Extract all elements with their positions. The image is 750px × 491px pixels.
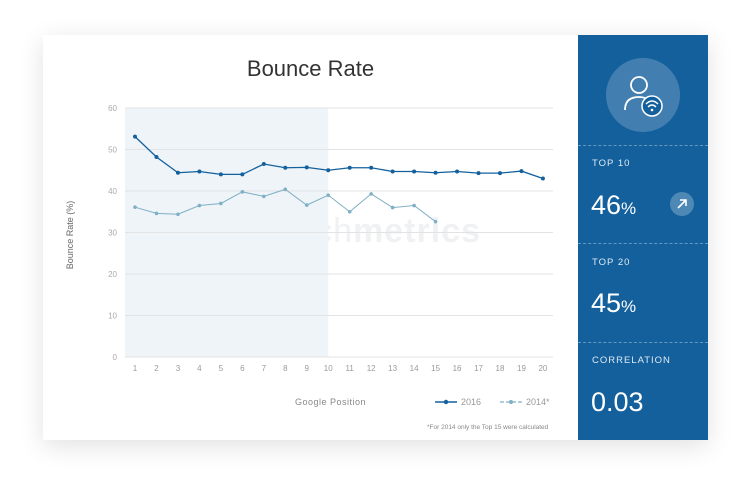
legend-label: 2014* <box>526 397 550 407</box>
legend-2014: 2014* <box>500 397 550 407</box>
value: 45 <box>591 288 622 318</box>
data-point-2016 <box>240 172 245 177</box>
data-point-2016 <box>154 154 159 159</box>
x-tick-label: 19 <box>517 364 526 373</box>
x-tick-label: 15 <box>431 364 440 373</box>
data-point-2014* <box>433 219 438 224</box>
unit: % <box>621 199 637 218</box>
chart-title: Bounce Rate <box>246 56 375 81</box>
stat-value-top10: 46% <box>591 190 636 221</box>
x-tick-label: 4 <box>197 364 202 373</box>
x-tick-label: 5 <box>219 364 224 373</box>
y-tick-label: 0 <box>113 353 118 362</box>
y-axis-label: Bounce Rate (%) <box>65 200 75 270</box>
divider <box>578 342 708 343</box>
data-point-2014* <box>219 201 223 206</box>
divider <box>578 145 708 146</box>
data-point-2016 <box>133 134 137 139</box>
data-point-2016 <box>455 169 460 174</box>
data-point-2016 <box>497 171 502 176</box>
data-point-2014* <box>240 190 245 194</box>
data-point-2016 <box>433 170 438 175</box>
data-point-2016 <box>304 165 309 170</box>
stat-value-correlation: 0.03 <box>591 387 644 417</box>
data-point-2014* <box>326 193 331 197</box>
data-point-2014* <box>176 212 180 217</box>
y-tick-label: 60 <box>108 104 117 113</box>
data-point-2016 <box>326 168 331 173</box>
x-tick-label: 2 <box>154 364 159 373</box>
legend-marker-2014 <box>500 400 522 404</box>
x-tick-label: 13 <box>388 364 397 373</box>
y-tick-label: 20 <box>108 270 117 279</box>
data-point-2016 <box>412 169 417 174</box>
x-tick-label: 10 <box>324 364 333 373</box>
x-tick-label: 7 <box>262 364 267 373</box>
stat-value-top20: 45% <box>591 288 636 319</box>
x-tick-label: 11 <box>346 364 355 373</box>
data-point-2016 <box>369 165 374 170</box>
stat-label-top20: TOP 20 <box>592 257 631 268</box>
stats-panel: TOP 10 46% TOP 20 45% CORRELATION 0.03 <box>578 35 708 440</box>
data-point-2016 <box>540 176 545 181</box>
x-tick-label: 14 <box>410 364 419 373</box>
data-point-2014* <box>347 209 352 214</box>
data-point-2014* <box>283 187 288 192</box>
data-point-2014* <box>369 192 373 196</box>
data-point-2014* <box>412 203 416 208</box>
data-point-2016 <box>283 165 288 170</box>
series-line-2016 <box>134 136 544 180</box>
arrow-up-right-icon[interactable] <box>670 192 694 216</box>
x-tick-label: 8 <box>283 364 288 373</box>
x-tick-label: 3 <box>176 364 181 373</box>
stat-label-top10: TOP 10 <box>592 158 631 169</box>
data-point-2014* <box>304 203 309 207</box>
stat-label-correlation: CORRELATION <box>592 355 671 366</box>
y-tick-label: 50 <box>108 146 117 155</box>
data-point-2016 <box>261 162 266 167</box>
x-tick-label: 6 <box>240 364 245 373</box>
y-tick-label: 40 <box>108 187 117 196</box>
data-point-2016 <box>347 165 352 170</box>
y-tick-label: 10 <box>108 312 117 321</box>
x-tick-label: 16 <box>453 364 462 373</box>
legend-2016: 2016 <box>435 397 481 407</box>
data-point-2014* <box>197 203 202 208</box>
x-tick-label: 1 <box>133 364 138 373</box>
data-point-2016 <box>519 169 524 174</box>
value: 46 <box>591 190 622 220</box>
data-point-2014* <box>133 205 137 209</box>
x-tick-label: 12 <box>367 364 376 373</box>
person-wifi-icon <box>606 58 680 132</box>
footnote: *For 2014 only the Top 15 were calculate… <box>427 424 549 431</box>
data-point-2014* <box>262 194 266 199</box>
data-point-2014* <box>154 211 159 216</box>
legend-marker-2016 <box>435 399 457 405</box>
data-point-2016 <box>218 172 223 177</box>
data-point-2016 <box>390 169 395 174</box>
data-point-2014* <box>390 205 395 210</box>
divider <box>578 243 708 244</box>
x-tick-label: 20 <box>538 364 547 373</box>
x-axis-label: Google Position <box>295 397 367 407</box>
legend-label: 2016 <box>461 397 482 407</box>
data-point-2016 <box>197 169 202 174</box>
data-point-2016 <box>175 170 180 175</box>
data-point-2016 <box>476 171 481 176</box>
x-tick-label: 9 <box>305 364 310 373</box>
unit: % <box>621 297 637 316</box>
y-tick-label: 30 <box>108 229 117 238</box>
x-tick-label: 17 <box>474 364 483 373</box>
x-tick-label: 18 <box>496 364 505 373</box>
